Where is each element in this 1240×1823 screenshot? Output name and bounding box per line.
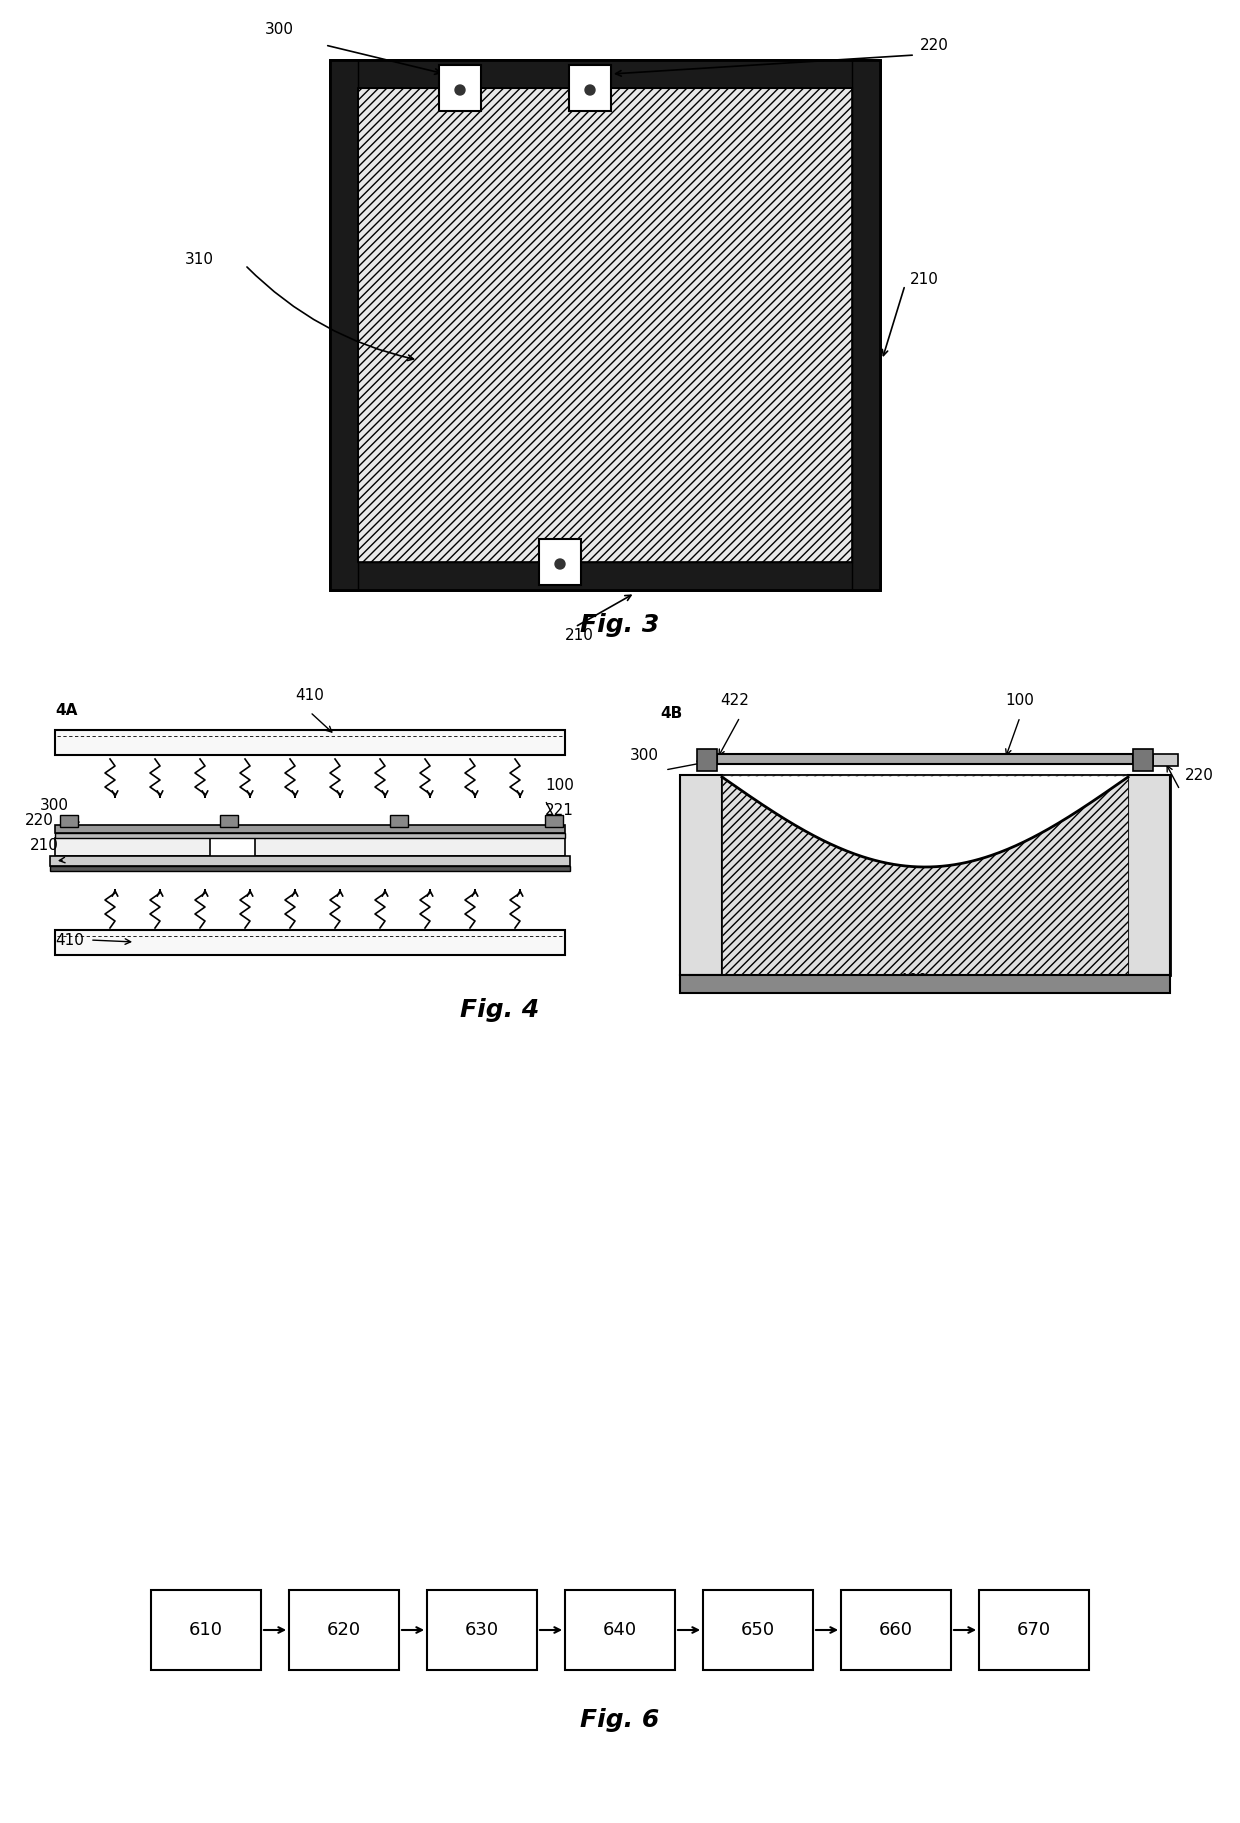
Text: 210: 210	[30, 839, 58, 853]
Text: 221: 221	[546, 802, 574, 819]
Polygon shape	[330, 60, 358, 591]
Polygon shape	[680, 775, 722, 975]
Polygon shape	[546, 815, 563, 828]
Text: Fig. 4: Fig. 4	[460, 997, 539, 1023]
Polygon shape	[391, 815, 408, 828]
Polygon shape	[1133, 749, 1153, 771]
Text: 410: 410	[295, 687, 325, 704]
Text: 210: 210	[910, 272, 939, 288]
Text: 220: 220	[920, 38, 949, 53]
Text: 422: 422	[720, 693, 749, 707]
Polygon shape	[539, 540, 582, 585]
Text: 220: 220	[1185, 767, 1214, 784]
Text: 100: 100	[1006, 693, 1034, 707]
Text: 300: 300	[265, 22, 294, 38]
Text: 620: 620	[327, 1621, 361, 1639]
Polygon shape	[358, 88, 852, 561]
Polygon shape	[680, 975, 1171, 994]
Polygon shape	[1128, 775, 1171, 975]
Polygon shape	[219, 815, 238, 828]
Text: 610: 610	[188, 1621, 223, 1639]
Polygon shape	[680, 775, 1171, 975]
Text: Fig. 3: Fig. 3	[580, 613, 660, 636]
Text: 650: 650	[742, 1621, 775, 1639]
Polygon shape	[330, 561, 880, 591]
Polygon shape	[722, 777, 1128, 868]
Text: 4A: 4A	[55, 704, 77, 718]
Polygon shape	[50, 866, 570, 871]
Circle shape	[455, 86, 465, 95]
Text: 640: 640	[603, 1621, 637, 1639]
Text: 670: 670	[1017, 1621, 1052, 1639]
Text: 4B: 4B	[660, 706, 682, 722]
Text: 300: 300	[40, 798, 69, 813]
Polygon shape	[55, 729, 565, 755]
Text: 660: 660	[879, 1621, 913, 1639]
Polygon shape	[330, 60, 880, 88]
Circle shape	[556, 560, 565, 569]
Polygon shape	[722, 775, 1128, 975]
Text: 310: 310	[185, 253, 215, 268]
Text: 210: 210	[565, 627, 594, 642]
Text: 630: 630	[465, 1621, 498, 1639]
Text: 220: 220	[25, 813, 53, 828]
Polygon shape	[50, 857, 570, 866]
Text: Fig. 6: Fig. 6	[580, 1708, 660, 1732]
Polygon shape	[717, 755, 1133, 764]
Polygon shape	[60, 815, 78, 828]
Text: 300: 300	[630, 747, 658, 764]
Polygon shape	[55, 930, 565, 955]
Polygon shape	[439, 66, 481, 111]
Text: 100: 100	[546, 778, 574, 793]
Polygon shape	[55, 826, 565, 833]
Polygon shape	[697, 749, 717, 771]
Text: 410: 410	[55, 933, 84, 948]
Polygon shape	[569, 66, 611, 111]
Polygon shape	[1153, 755, 1178, 766]
Polygon shape	[55, 839, 210, 857]
Polygon shape	[255, 839, 565, 857]
Text: -400: -400	[893, 973, 928, 988]
Polygon shape	[55, 833, 565, 839]
Polygon shape	[852, 60, 880, 591]
Circle shape	[585, 86, 595, 95]
